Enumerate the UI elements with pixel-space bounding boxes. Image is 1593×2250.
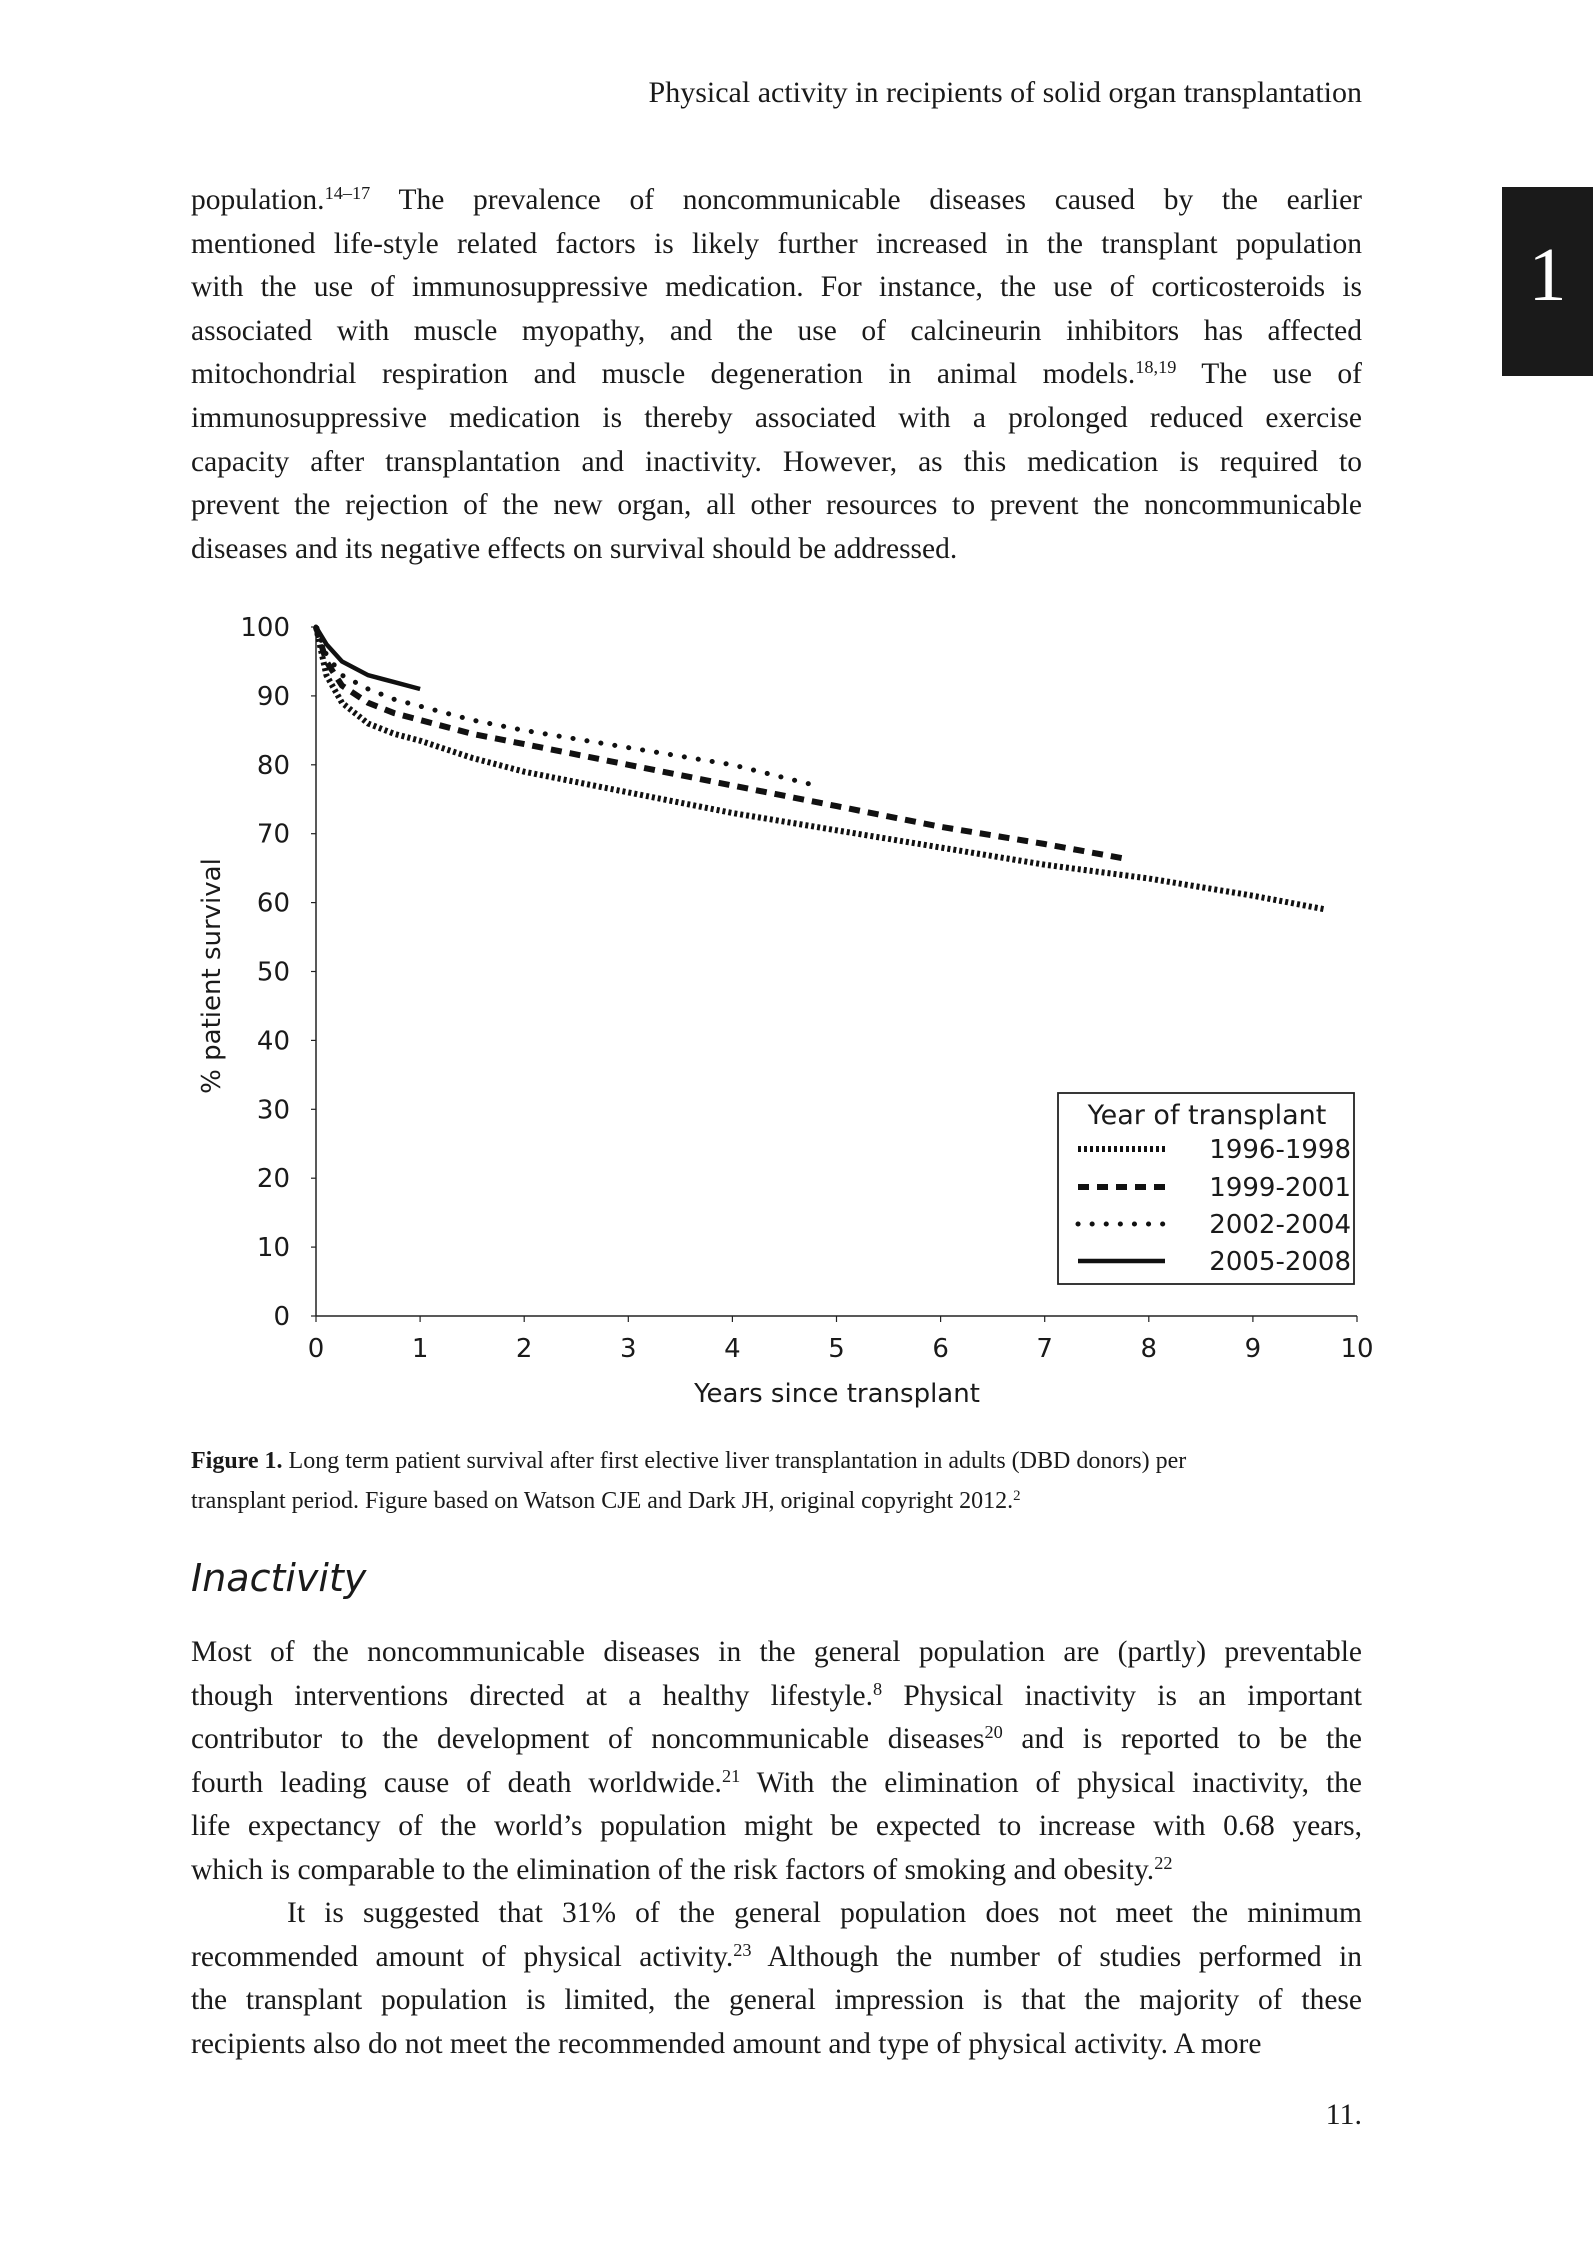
text-line: with the use of immunosuppressive medica… [191, 271, 1362, 304]
text-segment: population. [191, 184, 325, 216]
text-line: mitochondrial respiration and muscle deg… [191, 357, 1362, 391]
x-tick-label: 1 [412, 1334, 429, 1364]
text-segment: With the elimination of physical inactiv… [740, 1766, 1362, 1799]
x-tick-label: 3 [620, 1334, 637, 1364]
x-tick-label: 4 [724, 1334, 741, 1364]
series-line-2002-2004 [313, 624, 819, 788]
text-segment: Most of the noncommunicable diseases in … [191, 1636, 1362, 1668]
text-segment: Although the number of studies performed… [751, 1940, 1362, 1973]
text-line: mentioned life-style related factors is … [191, 227, 1362, 260]
text-line: immunosuppressive medication is thereby … [191, 402, 1362, 434]
text-line: recommended amount of physical activity.… [191, 1939, 1362, 1973]
text-segment: life expectancy of the world’s populatio… [191, 1810, 1362, 1843]
caption-reference: 2 [1013, 1487, 1021, 1504]
text-line: prevent the rejection of the new organ, … [191, 489, 1362, 522]
series-line-1999-2001 [313, 626, 1129, 863]
text-segment: prevent the rejection of the new organ, … [191, 489, 1362, 522]
page-number: 11. [1325, 2098, 1362, 2131]
text-line: diseases and its negative effects on sur… [191, 532, 1362, 565]
citation-superscript: 20 [984, 1722, 1003, 1743]
legend-label: 1999-2001 [1209, 1173, 1351, 1203]
text-segment: It is suggested that 31% of the general … [287, 1897, 1362, 1929]
text-line: recipients also do not meet the recommen… [191, 2027, 1362, 2060]
text-segment: The prevalence of noncommunicable diseas… [370, 184, 1362, 216]
y-tick-label: 90 [257, 682, 290, 712]
text-segment: fourth leading cause of death worldwide. [191, 1766, 722, 1799]
citation-superscript: 8 [873, 1678, 883, 1699]
y-tick-label: 80 [257, 751, 290, 781]
chapter-tab: 1 [1502, 187, 1593, 376]
x-axis-label: Years since transplant [693, 1379, 980, 1409]
series-line-1996-1998 [313, 626, 1327, 913]
text-line: population.14–17 The prevalence of nonco… [191, 182, 1362, 216]
citation-superscript: 18,19 [1135, 357, 1177, 378]
text-line: It is suggested that 31% of the general … [191, 1897, 1362, 1929]
caption-text-2: transplant period. Figure based on Watso… [191, 1488, 1014, 1514]
text-segment: mitochondrial respiration and muscle deg… [191, 358, 1136, 391]
x-tick-label: 5 [828, 1334, 845, 1364]
figure-label: Figure 1. [191, 1448, 283, 1474]
legend-title: Year of transplant [1087, 1100, 1327, 1131]
text-segment: with the use of immunosuppressive medica… [191, 271, 1362, 304]
y-tick-label: 0 [273, 1302, 290, 1332]
text-line: the transplant population is limited, th… [191, 1984, 1362, 2017]
y-tick-label: 60 [257, 889, 290, 919]
citation-superscript: 22 [1154, 1852, 1173, 1873]
y-tick-label: 100 [240, 613, 290, 643]
section-heading: Inactivity [191, 1556, 367, 1600]
text-line: which is comparable to the elimination o… [191, 1852, 1362, 1886]
text-segment: and is reported to be the [1002, 1723, 1362, 1756]
text-line: contributor to the development of noncom… [191, 1722, 1362, 1756]
survival-chart: 0 10 20 30 40 50 60 70 80 90 100 0 1 2 3 4 5 6 7 8 9 10 Years … [197, 613, 1374, 1409]
legend-label: 2002-2004 [1209, 1210, 1351, 1240]
text-segment: the transplant population is limited, th… [191, 1984, 1362, 2017]
y-tick-label: 20 [257, 1164, 290, 1194]
y-tick-label: 10 [257, 1233, 290, 1263]
text-line: associated with muscle myopathy, and the… [191, 314, 1362, 347]
x-tick-label: 7 [1036, 1334, 1053, 1364]
text-line: fourth leading cause of death worldwide.… [191, 1765, 1362, 1799]
text-segment: immunosuppressive medication is thereby … [191, 402, 1362, 434]
text-segment: though interventions directed at a healt… [191, 1679, 874, 1712]
y-tick-label: 50 [257, 958, 290, 988]
text-line: capacity after transplantation and inact… [191, 445, 1362, 478]
x-tick-label: 6 [932, 1334, 949, 1364]
y-tick-label: 40 [257, 1026, 290, 1056]
text-line: though interventions directed at a healt… [191, 1678, 1362, 1712]
legend-label: 2005-2008 [1209, 1247, 1351, 1277]
x-tick-label: 9 [1245, 1334, 1262, 1364]
text-line: Most of the noncommunicable diseases in … [191, 1636, 1362, 1668]
x-tick-label: 0 [308, 1334, 325, 1364]
citation-superscript: 21 [721, 1765, 741, 1786]
x-tick-label: 10 [1340, 1334, 1373, 1364]
figure-caption-line2: transplant period. Figure based on Watso… [191, 1488, 1362, 1515]
legend-label: 1996-1998 [1209, 1135, 1351, 1165]
y-tick-label: 30 [257, 1095, 290, 1125]
citation-superscript: 14–17 [324, 182, 371, 203]
text-segment: Physical inactivity is an important [882, 1679, 1362, 1712]
running-title: Physical activity in recipients of solid… [648, 76, 1362, 109]
text-segment: which is comparable to the elimination o… [191, 1854, 1155, 1886]
text-segment: associated with muscle myopathy, and the… [191, 314, 1362, 347]
caption-text-1: Long term patient survival after first e… [282, 1448, 1187, 1474]
text-line: life expectancy of the world’s populatio… [191, 1812, 1362, 1842]
text-segment: The use of [1176, 358, 1362, 391]
x-tick-label: 8 [1141, 1334, 1158, 1364]
text-segment: capacity after transplantation and inact… [191, 445, 1362, 478]
chapter-number: 1 [1528, 233, 1567, 317]
text-segment: recommended amount of physical activity. [191, 1940, 734, 1973]
text-segment: recipients also do not meet the recommen… [191, 2027, 1262, 2060]
citation-superscript: 23 [733, 1939, 752, 1960]
text-segment: contributor to the development of noncom… [191, 1723, 985, 1756]
series-line-2005-2008 [314, 625, 421, 692]
x-tick-label: 2 [516, 1334, 533, 1364]
figure-caption: Figure 1. Long term patient survival aft… [191, 1448, 1362, 1475]
text-segment: diseases and its negative effects on sur… [191, 532, 958, 565]
text-segment: mentioned life-style related factors is … [191, 227, 1362, 260]
y-axis-label: % patient survival [197, 858, 227, 1094]
y-tick-label: 70 [257, 820, 290, 850]
